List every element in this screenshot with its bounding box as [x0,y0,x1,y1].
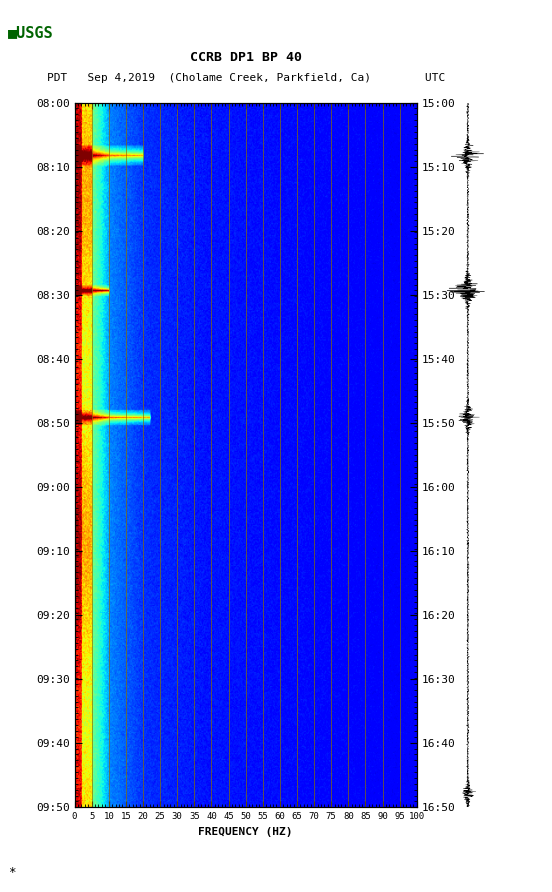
Text: *: * [8,866,16,879]
Text: ■USGS: ■USGS [8,25,54,40]
Text: PDT   Sep 4,2019  (Cholame Creek, Parkfield, Ca)        UTC: PDT Sep 4,2019 (Cholame Creek, Parkfield… [46,73,445,84]
X-axis label: FREQUENCY (HZ): FREQUENCY (HZ) [198,827,293,837]
Text: CCRB DP1 BP 40: CCRB DP1 BP 40 [190,52,301,64]
